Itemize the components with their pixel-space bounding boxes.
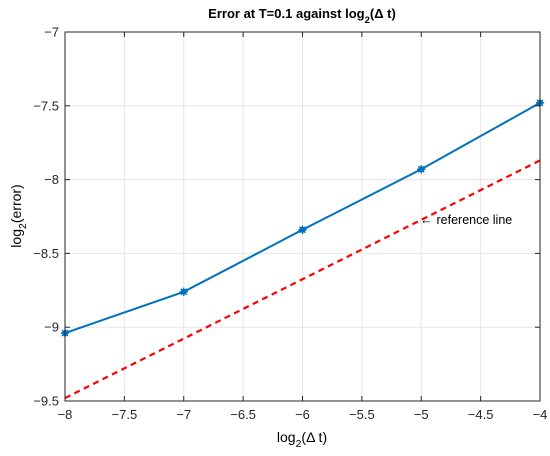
x-axis-label: log2(Δ t) [277, 429, 327, 450]
reference-line-annotation: ← reference line [420, 213, 512, 227]
y-axis-label-subscript: 2 [17, 223, 29, 229]
reference-line [64, 159, 541, 400]
chart-title: Error at T=0.1 against log2(Δ t) [208, 6, 396, 26]
x-tick-label: −6 [295, 407, 310, 422]
error-series-marker [417, 165, 426, 174]
y-tick-label: −8.5 [33, 246, 59, 261]
x-tick-label: −7 [176, 407, 191, 422]
x-tick-label: −4 [533, 407, 548, 422]
error-series-marker [298, 225, 307, 234]
chart-title-tail: (Δ t) [370, 6, 396, 21]
y-tick-label: −9 [44, 320, 59, 335]
x-tick-label: −5.5 [349, 407, 375, 422]
x-axis-label-subscript: 2 [296, 438, 302, 450]
x-tick-label: −7.5 [112, 407, 138, 422]
y-tick-label: −7.5 [33, 98, 59, 113]
y-tick-label: −7 [44, 25, 59, 40]
x-tick-label: −8 [58, 407, 73, 422]
chart-title-subscript: 2 [365, 15, 370, 26]
marker-star [298, 225, 307, 234]
x-tick-label: −6.5 [230, 407, 256, 422]
marker-star [179, 287, 188, 296]
y-axis-label-tail: (error) [8, 184, 24, 223]
y-axis-label: log2(error) [8, 184, 29, 247]
axis-ticks [64, 31, 541, 402]
y-tick-label: −8 [44, 172, 59, 187]
tick-labels: −8 −7.5 −7 −6.5 −6 −5.5 −5 −4.5 −4 −9.5 −9 −8.5 −8 −7… [33, 25, 547, 423]
x-tick-label: −5 [414, 407, 429, 422]
x-tick-label: −4.5 [468, 407, 494, 422]
annotation-arrow: ← [420, 213, 433, 227]
error-series-marker [179, 287, 188, 296]
annotation-text: reference line [437, 213, 513, 227]
x-axis-label-tail: (Δ t) [301, 429, 327, 445]
y-tick-label: −9.5 [33, 394, 59, 409]
marker-star [417, 165, 426, 174]
